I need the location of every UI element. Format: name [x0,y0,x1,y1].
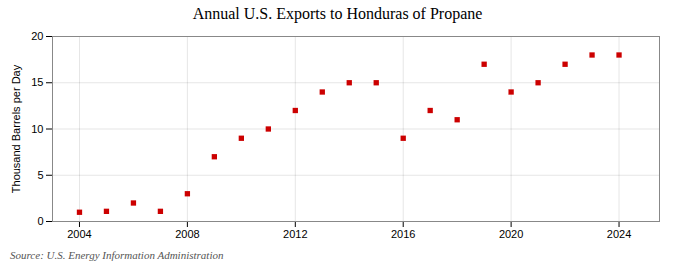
svg-text:2020: 2020 [499,228,523,240]
svg-text:20: 20 [31,30,43,42]
svg-text:2024: 2024 [607,228,631,240]
svg-text:5: 5 [37,169,43,181]
svg-text:10: 10 [31,123,43,135]
svg-text:Thousand Barrels per Day: Thousand Barrels per Day [10,64,22,193]
svg-text:2016: 2016 [391,228,415,240]
svg-text:2012: 2012 [283,228,307,240]
html-text:Source: U.S. Energy Informatio: Source: U.S. Energy Information Administ… [10,249,224,261]
svg-text:2008: 2008 [175,228,199,240]
svg-text:0: 0 [37,215,43,227]
html-text:Annual U.S. Exports to Hondura: Annual U.S. Exports to Honduras of Propa… [192,5,483,22]
svg-text:2004: 2004 [67,228,91,240]
svg-text:15: 15 [31,76,43,88]
